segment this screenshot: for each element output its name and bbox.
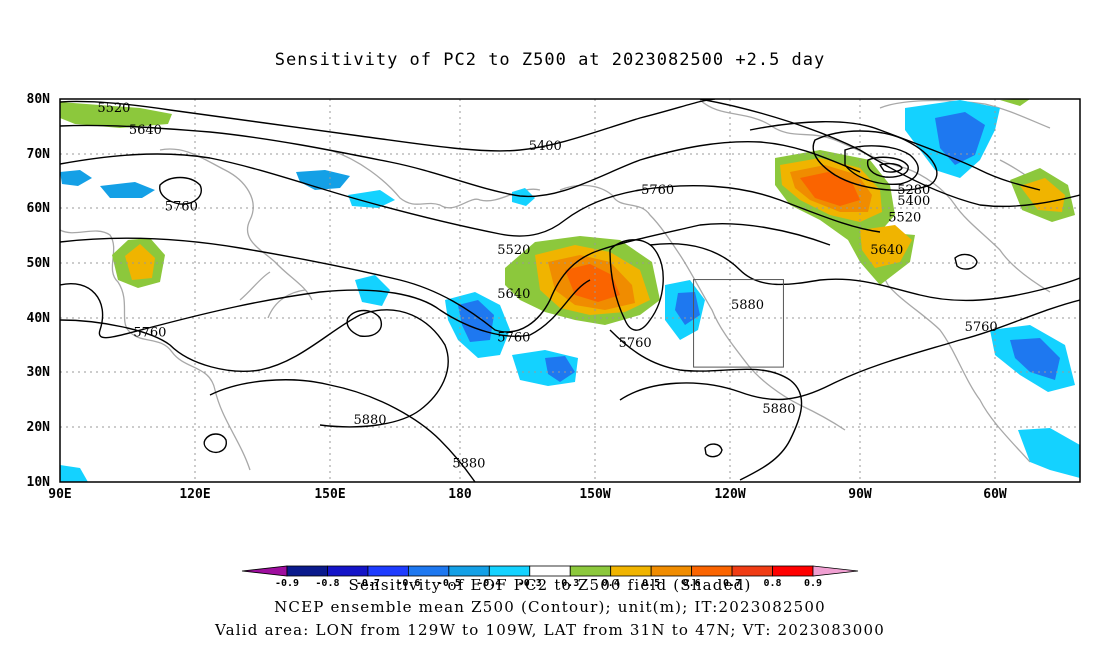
lat-tick-label: 30N <box>27 365 51 380</box>
colorbar-tick-label: -0.5 <box>437 578 461 589</box>
contour-label: 5760 <box>965 320 998 335</box>
colorbar-tick-label: 0.3 <box>561 578 579 589</box>
contour-label: 5640 <box>497 287 530 302</box>
colorbar-cell <box>691 565 733 577</box>
colorbar: -0.9 -0.8 -0.7 -0.6 -0.5 -0.4 -0.3 0.3 0.4 0.5 0.6… <box>241 565 859 589</box>
colorbar-cell <box>327 565 369 577</box>
lon-tick-label: 150W <box>579 487 610 502</box>
colorbar-cell <box>569 565 612 577</box>
lon-tick-label: 90E <box>48 487 71 502</box>
colorbar-tick-label: 0.7 <box>723 578 741 589</box>
caption-shaded: Sensitivity of EOF PC2 to Z500 field (Sh… <box>348 576 752 594</box>
contour-label: 5760 <box>619 336 652 351</box>
z500-contours <box>60 99 1080 482</box>
gridlines <box>60 99 1080 482</box>
lon-tick-label: 120E <box>179 487 210 502</box>
contour-label: 5280 <box>897 183 930 198</box>
lat-tick-label: 60N <box>27 201 51 216</box>
colorbar-cell <box>529 565 571 577</box>
contour-label: 5760 <box>641 183 674 198</box>
contour-label: 5640 <box>870 243 903 258</box>
caption-valid-area: Valid area: LON from 129W to 109W, LAT f… <box>215 621 885 639</box>
colorbar-tick-label: 0.9 <box>804 578 822 589</box>
colorbar-tick-label: -0.3 <box>518 578 542 589</box>
colorbar-cell <box>812 565 859 577</box>
caption-contour: NCEP ensemble mean Z500 (Contour); unit(… <box>274 598 826 616</box>
colorbar-tick-label: -0.7 <box>356 578 380 589</box>
lat-axis-labels: 80N 70N 60N 50N 40N 30N 20N 10N <box>27 92 51 490</box>
colorbar-tick-label: 0.5 <box>642 578 660 589</box>
contour-label: 5640 <box>129 123 162 138</box>
colorbar-tick-label: -0.4 <box>477 578 501 589</box>
plot-frame <box>59 98 1081 483</box>
colorbar-cell <box>650 565 693 577</box>
colorbar-tick-label: 0.4 <box>602 578 620 589</box>
colorbar-cell <box>488 565 531 577</box>
lon-tick-label: 120W <box>714 487 745 502</box>
contour-label: 5520 <box>497 243 530 258</box>
contour-label: 5400 <box>897 194 930 209</box>
contour-label: 5760 <box>497 331 530 346</box>
lat-tick-label: 40N <box>27 311 51 326</box>
lat-tick-label: 70N <box>27 147 51 162</box>
lon-axis-labels: 90E 120E 150E 180 150W 120W 90W 60W <box>48 487 1007 502</box>
colorbar-tick-label: 0.6 <box>683 578 701 589</box>
contour-label: 5880 <box>731 298 764 313</box>
lat-tick-label: 80N <box>27 92 51 107</box>
lat-tick-label: 10N <box>27 475 51 490</box>
lon-tick-label: 150E <box>314 487 345 502</box>
colorbar-cell <box>731 565 773 577</box>
contour-labels: 5520564057605760588058805400552056405760… <box>97 101 998 472</box>
sensitivity-shading <box>60 99 1080 482</box>
lon-tick-label: 60W <box>983 487 1007 502</box>
colorbar-cell <box>241 565 288 577</box>
contour-label: 5880 <box>762 402 795 417</box>
colorbar-tick-label: 0.8 <box>764 578 782 589</box>
contour-label: 5520 <box>888 210 921 225</box>
colorbar-cell <box>367 565 409 577</box>
colorbar-cell <box>610 565 652 577</box>
contour-label: 5400 <box>529 139 562 154</box>
contour-label: 5520 <box>97 101 130 116</box>
colorbar-cell <box>448 565 490 577</box>
lon-tick-label: 180 <box>448 487 472 502</box>
map-title: Sensitivity of PC2 to Z500 at 2023082500… <box>274 50 826 70</box>
lat-tick-label: 50N <box>27 256 51 271</box>
lat-tick-label: 20N <box>27 420 51 435</box>
colorbar-tick-label: -0.9 <box>275 578 299 589</box>
colorbar-cell <box>286 565 328 577</box>
lon-tick-label: 90W <box>848 487 872 502</box>
contour-label: 5760 <box>165 199 198 214</box>
contour-label: 5880 <box>452 457 485 472</box>
contour-label: 5880 <box>353 413 386 428</box>
colorbar-tick-label: -0.8 <box>315 578 339 589</box>
valid-area-box <box>693 279 784 368</box>
colorbar-tick-label: -0.6 <box>396 578 420 589</box>
colorbar-cell <box>407 565 450 577</box>
contour-label: 5760 <box>133 325 166 340</box>
colorbar-cell <box>772 565 814 577</box>
